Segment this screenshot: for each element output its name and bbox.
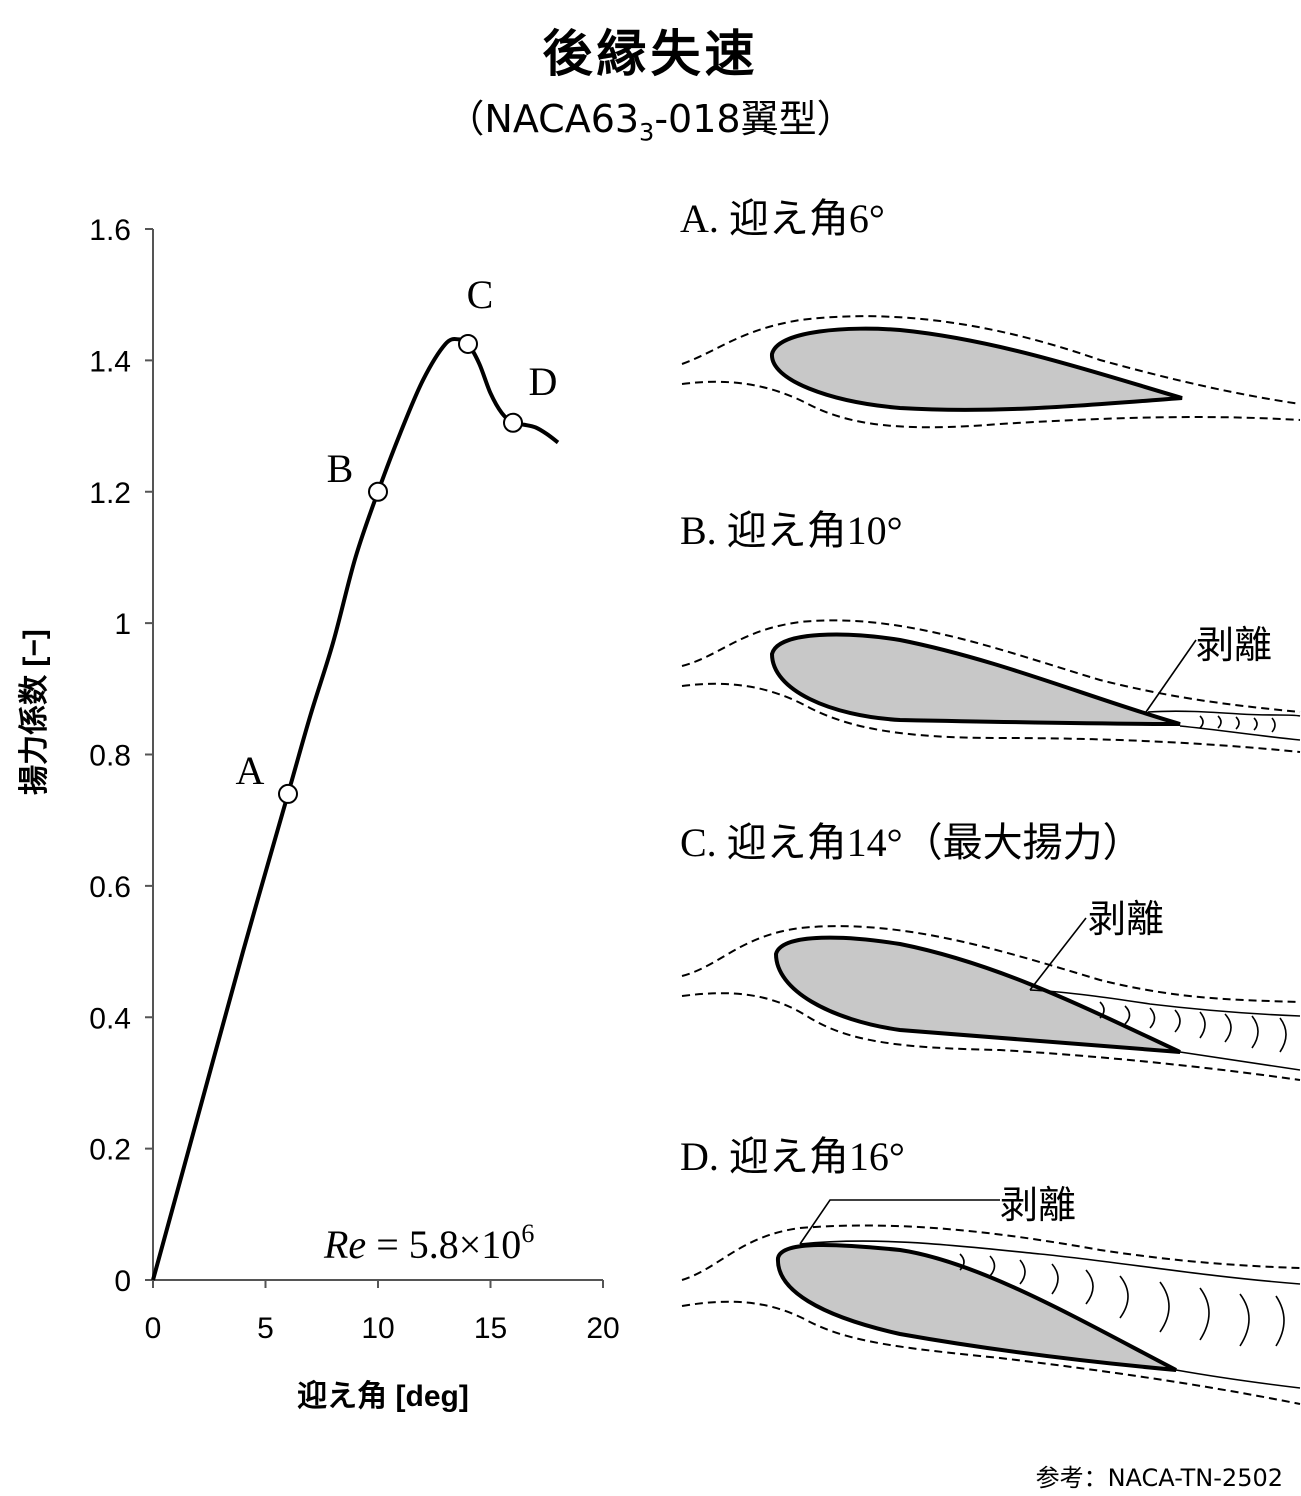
streamline-c-upper — [681, 925, 1301, 1003]
point-marker-d — [503, 412, 523, 433]
wake-c — [1029, 989, 1301, 1071]
reynolds-text: = 5.8×10 — [366, 1222, 521, 1267]
airfoil-diagrams: A. 迎え角6° B. 迎え角10° 剥離 C. 迎え角14°（最大揚力） 剥離… — [680, 196, 1301, 1405]
reference-note: 参考：NACA-TN-2502 — [1035, 1464, 1283, 1492]
streamline-b-upper — [681, 619, 1301, 713]
lift-chart: 0 0.2 0.4 0.6 0.8 1 1.2 1.4 1.6 0 5 10 15 20 A B CD 揚力係… — [18, 214, 620, 1413]
point-marker-a — [278, 783, 298, 804]
wake-d — [799, 1240, 1301, 1389]
streamline-c-lower — [681, 992, 1301, 1081]
airfoil-a — [769, 326, 1183, 412]
point-label-c: C — [467, 272, 494, 317]
airfoil-b — [769, 632, 1181, 726]
x-tick-label: 5 — [257, 1312, 274, 1345]
streamline-a-upper — [681, 315, 1301, 405]
diagram-c-label: C. 迎え角14°（最大揚力） — [680, 820, 1143, 865]
reynolds-label: Re = 5.8×106 — [323, 1219, 534, 1267]
point-marker-b — [368, 481, 388, 502]
y-axis-label: 揚力係数 [−] — [18, 629, 51, 795]
x-tick-label: 15 — [474, 1312, 507, 1345]
diagram-d-label: D. 迎え角16° — [680, 1134, 905, 1179]
callout-line-b — [1145, 639, 1197, 713]
y-tick-label: 0.4 — [89, 1002, 131, 1035]
subtitle-sub: 3 — [639, 118, 655, 147]
y-tick-label: 0.6 — [89, 871, 131, 904]
streamline-a-lower — [681, 380, 1301, 429]
x-tick-label: 10 — [361, 1312, 394, 1345]
lift-curve — [151, 337, 560, 1281]
diagram-b-label: B. 迎え角10° — [680, 508, 903, 553]
wake-b — [1147, 710, 1301, 741]
subtitle-pre: （NACA63 — [446, 97, 640, 141]
callout-line-d — [799, 1199, 1000, 1245]
x-axis-label: 迎え角 [deg] — [297, 1380, 469, 1413]
vortices-d — [959, 1253, 1285, 1347]
vortices-c — [1099, 1001, 1287, 1053]
y-tick-label: 0 — [114, 1265, 131, 1298]
y-tick-label: 0.8 — [89, 740, 131, 773]
point-label-a: A — [236, 748, 265, 793]
streamline-d-upper — [681, 1224, 1301, 1281]
subtitle-post: -018翼型） — [654, 97, 855, 141]
streamline-b-lower — [681, 682, 1301, 753]
page-subtitle: （NACA633-018翼型） — [0, 88, 1301, 147]
y-tick-label: 1.6 — [89, 214, 131, 247]
y-tick-label: 1.4 — [89, 345, 131, 378]
callout-b: 剥離 — [1196, 625, 1272, 667]
reynolds-var: Re — [323, 1222, 366, 1267]
diagram-a-label: A. 迎え角6° — [680, 196, 885, 241]
chart-points: A B CD — [236, 272, 558, 804]
streamline-d-lower — [681, 1300, 1301, 1405]
y-tick-label: 1 — [114, 608, 131, 641]
callout-d: 剥離 — [1000, 1185, 1076, 1227]
reynolds-exp: 6 — [521, 1219, 534, 1248]
callout-line-c — [1029, 917, 1087, 991]
point-label-b: B — [327, 446, 354, 491]
page-title: 後縁失速 — [542, 25, 759, 83]
vortices-b — [1199, 715, 1276, 733]
chart-axes: 0 0.2 0.4 0.6 0.8 1 1.2 1.4 1.6 0 5 10 15 20 — [89, 214, 619, 1345]
x-tick-label: 20 — [586, 1312, 619, 1345]
x-tick-label: 0 — [145, 1312, 162, 1345]
y-tick-label: 0.2 — [89, 1134, 131, 1167]
y-tick-label: 1.2 — [89, 477, 131, 510]
callout-c: 剥離 — [1088, 899, 1164, 941]
point-marker-c — [458, 333, 478, 354]
airfoil-c — [773, 935, 1181, 1054]
point-label-d: D — [529, 359, 558, 404]
